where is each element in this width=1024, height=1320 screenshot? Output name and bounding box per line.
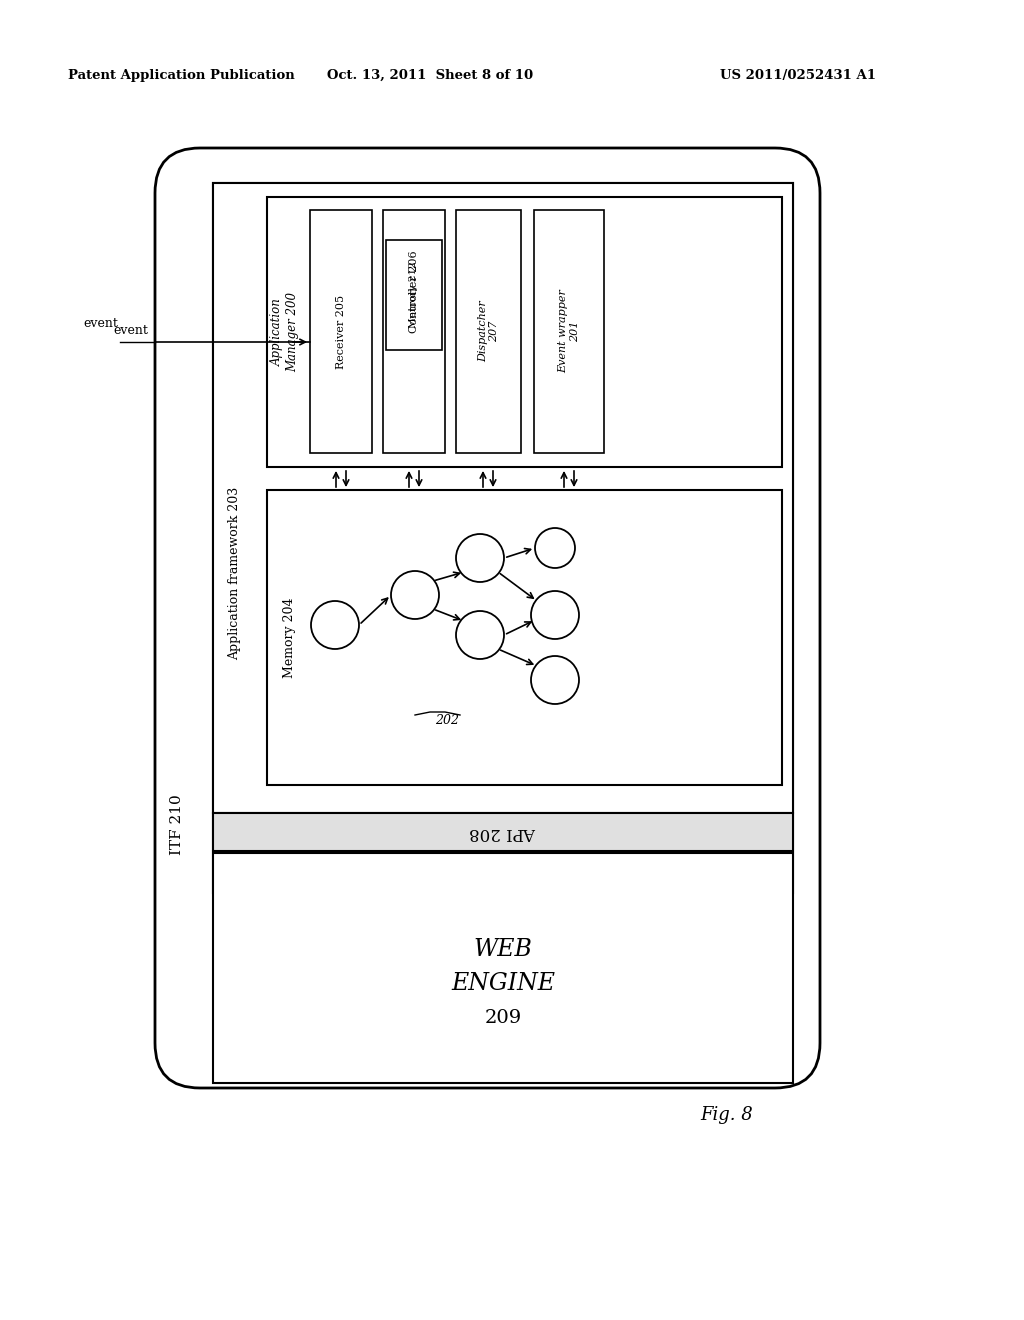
Bar [534, 210, 604, 453]
Text: Oct. 13, 2011  Sheet 8 of 10: Oct. 13, 2011 Sheet 8 of 10 [327, 69, 534, 82]
Text: Memory 204: Memory 204 [283, 597, 296, 677]
Text: ITF 210: ITF 210 [170, 795, 184, 855]
Text: 202: 202 [435, 714, 459, 726]
Text: US 2011/0252431 A1: US 2011/0252431 A1 [720, 69, 876, 82]
Bar [213, 813, 793, 851]
FancyBboxPatch shape [155, 148, 820, 1088]
Text: 209: 209 [484, 1008, 521, 1027]
Bar [267, 197, 782, 467]
Text: API 208: API 208 [469, 824, 537, 841]
Text: Patent Application Publication: Patent Application Publication [68, 69, 295, 82]
Text: Application framework 203: Application framework 203 [228, 487, 242, 660]
Text: Dispatcher
207: Dispatcher 207 [478, 301, 500, 363]
Text: ENGINE: ENGINE [451, 972, 555, 994]
Bar [383, 210, 445, 453]
Text: WEB: WEB [473, 939, 532, 961]
Bar [456, 210, 521, 453]
Bar [267, 490, 782, 785]
Text: event: event [83, 317, 118, 330]
Text: Memory 212: Memory 212 [410, 261, 419, 329]
Text: Application
Manager 200: Application Manager 200 [271, 292, 299, 372]
Bar [386, 240, 442, 350]
Bar [213, 183, 793, 813]
Text: Receiver 205: Receiver 205 [336, 294, 346, 368]
Bar [213, 183, 793, 894]
Text: Event wrapper
201: Event wrapper 201 [558, 289, 580, 374]
Bar [310, 210, 372, 453]
Text: Fig. 8: Fig. 8 [700, 1106, 753, 1125]
Text: event: event [113, 323, 148, 337]
Bar [213, 853, 793, 1082]
Text: Controller 206: Controller 206 [409, 251, 419, 333]
